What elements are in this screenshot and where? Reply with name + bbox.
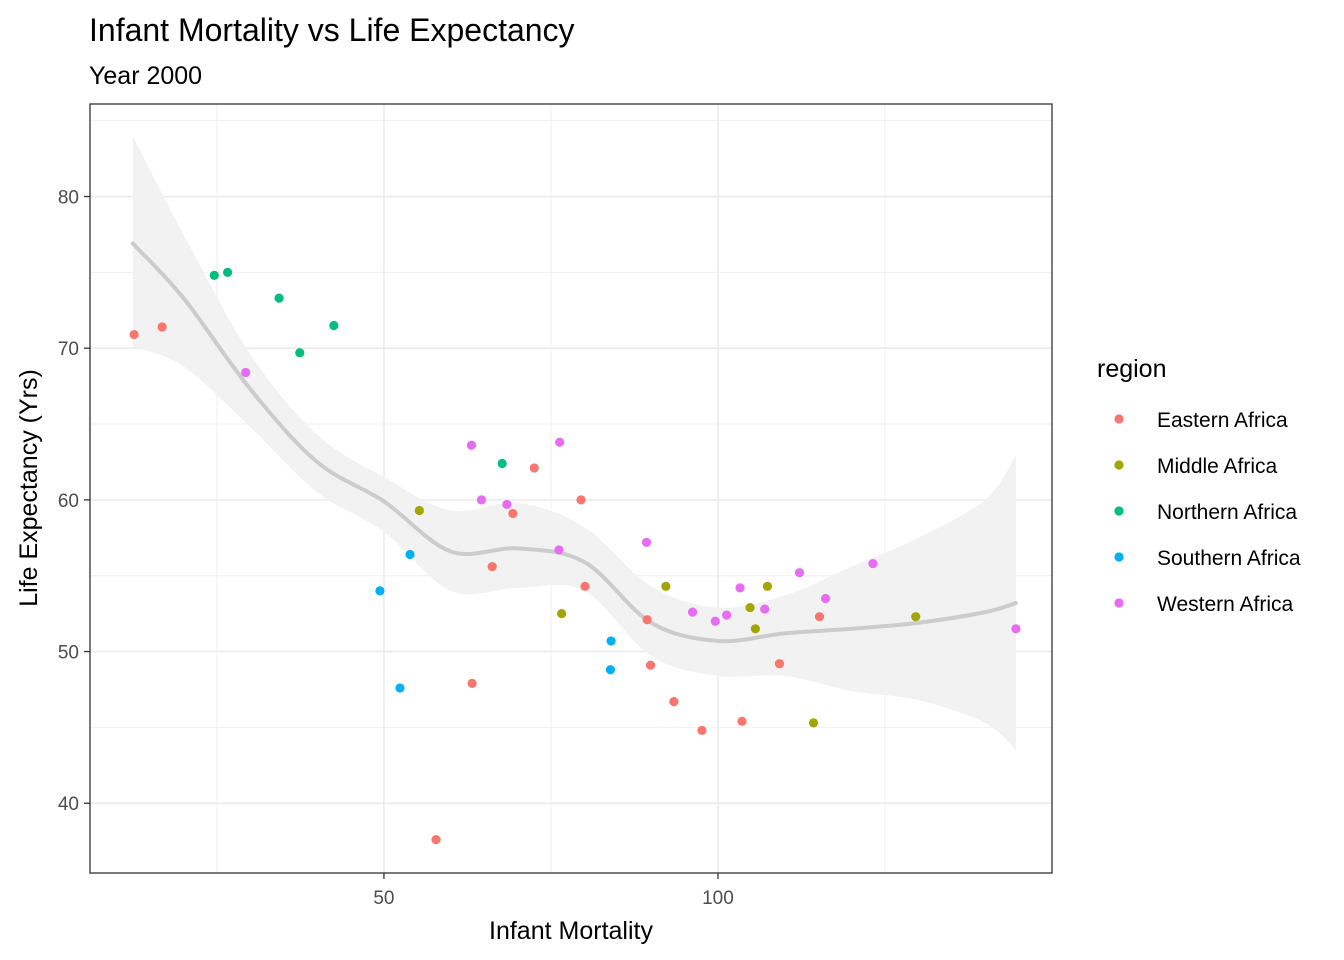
legend-label: Southern Africa	[1157, 547, 1301, 570]
data-point	[274, 293, 284, 303]
legend-item: Southern Africa	[1114, 547, 1301, 570]
panel-border	[89, 103, 1053, 874]
x-tick-label: 100	[702, 888, 734, 909]
data-point	[868, 558, 878, 569]
legend-key	[1114, 598, 1124, 608]
x-tick-label: 50	[373, 888, 394, 909]
chart-title: Infant Mortality vs Life Expectancy	[89, 12, 575, 48]
data-point	[642, 615, 652, 625]
data-point	[554, 545, 564, 555]
y-tick-label: 60	[58, 491, 79, 512]
series-western-africa	[241, 367, 1021, 634]
data-point	[529, 463, 539, 473]
panel-background	[90, 104, 1052, 873]
legend-label: Eastern Africa	[1157, 409, 1288, 432]
data-point	[375, 586, 385, 596]
data-point	[476, 495, 487, 505]
data-point	[502, 499, 512, 510]
y-tick-label: 50	[58, 643, 79, 664]
legend: region Eastern Africa Middle Africa Northe…	[1097, 355, 1301, 616]
data-point	[737, 716, 747, 726]
chart-subtitle: Year 2000	[89, 62, 202, 90]
data-point	[808, 718, 819, 728]
data-point	[641, 537, 652, 547]
data-point	[745, 602, 755, 613]
legend-key	[1114, 460, 1124, 470]
data-point	[580, 581, 590, 591]
data-point	[241, 367, 251, 378]
y-tick-label: 80	[58, 188, 79, 209]
data-point	[395, 683, 405, 693]
data-point	[209, 270, 219, 280]
data-point	[508, 508, 518, 519]
data-point	[774, 659, 785, 669]
data-point	[497, 458, 507, 469]
legend-label: Western Africa	[1157, 593, 1293, 616]
data-point	[605, 665, 616, 675]
smooth-trend-line	[130, 241, 1018, 644]
data-point	[762, 581, 773, 591]
data-point	[645, 660, 656, 670]
legend-item: Eastern Africa	[1114, 409, 1288, 432]
data-point	[661, 581, 671, 591]
legend-key	[1114, 506, 1124, 516]
data-point	[129, 329, 139, 340]
data-point	[576, 495, 586, 505]
data-point	[911, 612, 921, 622]
x-axis: 50 100	[373, 873, 734, 909]
data-point	[794, 568, 805, 578]
legend-label: Northern Africa	[1157, 501, 1297, 524]
legend-label: Middle Africa	[1157, 455, 1278, 478]
data-point	[555, 437, 565, 447]
data-point	[431, 835, 441, 845]
series-eastern-africa	[129, 322, 825, 845]
data-point	[329, 320, 339, 331]
data-point	[223, 267, 233, 277]
y-axis: 40 50 60 70 80	[58, 188, 90, 815]
legend-item: Northern Africa	[1114, 501, 1297, 524]
legend-key	[1114, 414, 1124, 424]
confidence-band	[132, 135, 1016, 751]
data-point	[760, 604, 770, 614]
data-point	[295, 348, 305, 358]
x-axis-title: Infant Mortality	[489, 917, 653, 945]
data-point	[466, 440, 477, 450]
y-tick-label: 70	[58, 339, 79, 360]
data-point	[750, 624, 760, 634]
data-point	[722, 610, 732, 620]
series-middle-africa	[414, 505, 921, 728]
data-point	[669, 697, 679, 707]
data-point	[557, 609, 567, 619]
data-point	[414, 505, 424, 516]
y-tick-label: 40	[58, 794, 79, 815]
data-point	[820, 593, 831, 604]
data-point	[687, 607, 698, 617]
series-southern-africa	[375, 549, 616, 693]
plot-panel	[89, 103, 1053, 874]
data-point	[157, 322, 167, 332]
data-point	[467, 678, 477, 689]
data-point	[697, 725, 707, 736]
y-axis-title: Life Expectancy (Yrs)	[15, 369, 43, 607]
legend-item: Middle Africa	[1114, 455, 1278, 478]
data-point	[1011, 624, 1021, 634]
data-point	[710, 616, 720, 626]
legend-item: Western Africa	[1114, 593, 1293, 616]
legend-key	[1114, 552, 1124, 562]
data-point	[405, 549, 415, 560]
legend-title: region	[1097, 355, 1167, 383]
data-point	[487, 562, 497, 572]
data-point	[606, 636, 616, 646]
series-northern-africa	[209, 267, 507, 469]
data-point	[814, 612, 825, 622]
data-point	[735, 583, 745, 593]
